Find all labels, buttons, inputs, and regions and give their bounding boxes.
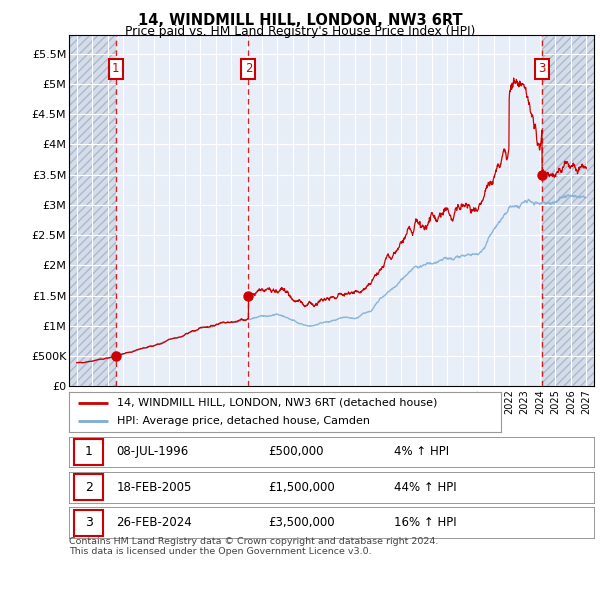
- Text: 14, WINDMILL HILL, LONDON, NW3 6RT (detached house): 14, WINDMILL HILL, LONDON, NW3 6RT (deta…: [116, 398, 437, 408]
- Text: 16% ↑ HPI: 16% ↑ HPI: [395, 516, 457, 529]
- Text: 4% ↑ HPI: 4% ↑ HPI: [395, 445, 449, 458]
- Text: £500,000: £500,000: [269, 445, 324, 458]
- Bar: [69, 35, 116, 386]
- Bar: [542, 35, 594, 386]
- Text: 1: 1: [112, 63, 119, 76]
- Text: HPI: Average price, detached house, Camden: HPI: Average price, detached house, Camd…: [116, 416, 370, 426]
- Text: 3: 3: [539, 63, 546, 76]
- Bar: [74, 439, 103, 465]
- Text: 3: 3: [85, 516, 92, 529]
- Bar: [74, 474, 103, 500]
- Text: Price paid vs. HM Land Registry's House Price Index (HPI): Price paid vs. HM Land Registry's House …: [125, 25, 475, 38]
- Text: £1,500,000: £1,500,000: [269, 481, 335, 494]
- Text: 44% ↑ HPI: 44% ↑ HPI: [395, 481, 457, 494]
- Text: 14, WINDMILL HILL, LONDON, NW3 6RT: 14, WINDMILL HILL, LONDON, NW3 6RT: [137, 13, 463, 28]
- Text: 2: 2: [85, 481, 92, 494]
- Text: Contains HM Land Registry data © Crown copyright and database right 2024.: Contains HM Land Registry data © Crown c…: [69, 537, 439, 546]
- Text: 2: 2: [245, 63, 252, 76]
- Text: £3,500,000: £3,500,000: [269, 516, 335, 529]
- Bar: [74, 510, 103, 536]
- Text: 18-FEB-2005: 18-FEB-2005: [116, 481, 191, 494]
- Text: This data is licensed under the Open Government Licence v3.0.: This data is licensed under the Open Gov…: [69, 548, 371, 556]
- Text: 08-JUL-1996: 08-JUL-1996: [116, 445, 188, 458]
- Text: 26-FEB-2024: 26-FEB-2024: [116, 516, 192, 529]
- Text: 1: 1: [85, 445, 92, 458]
